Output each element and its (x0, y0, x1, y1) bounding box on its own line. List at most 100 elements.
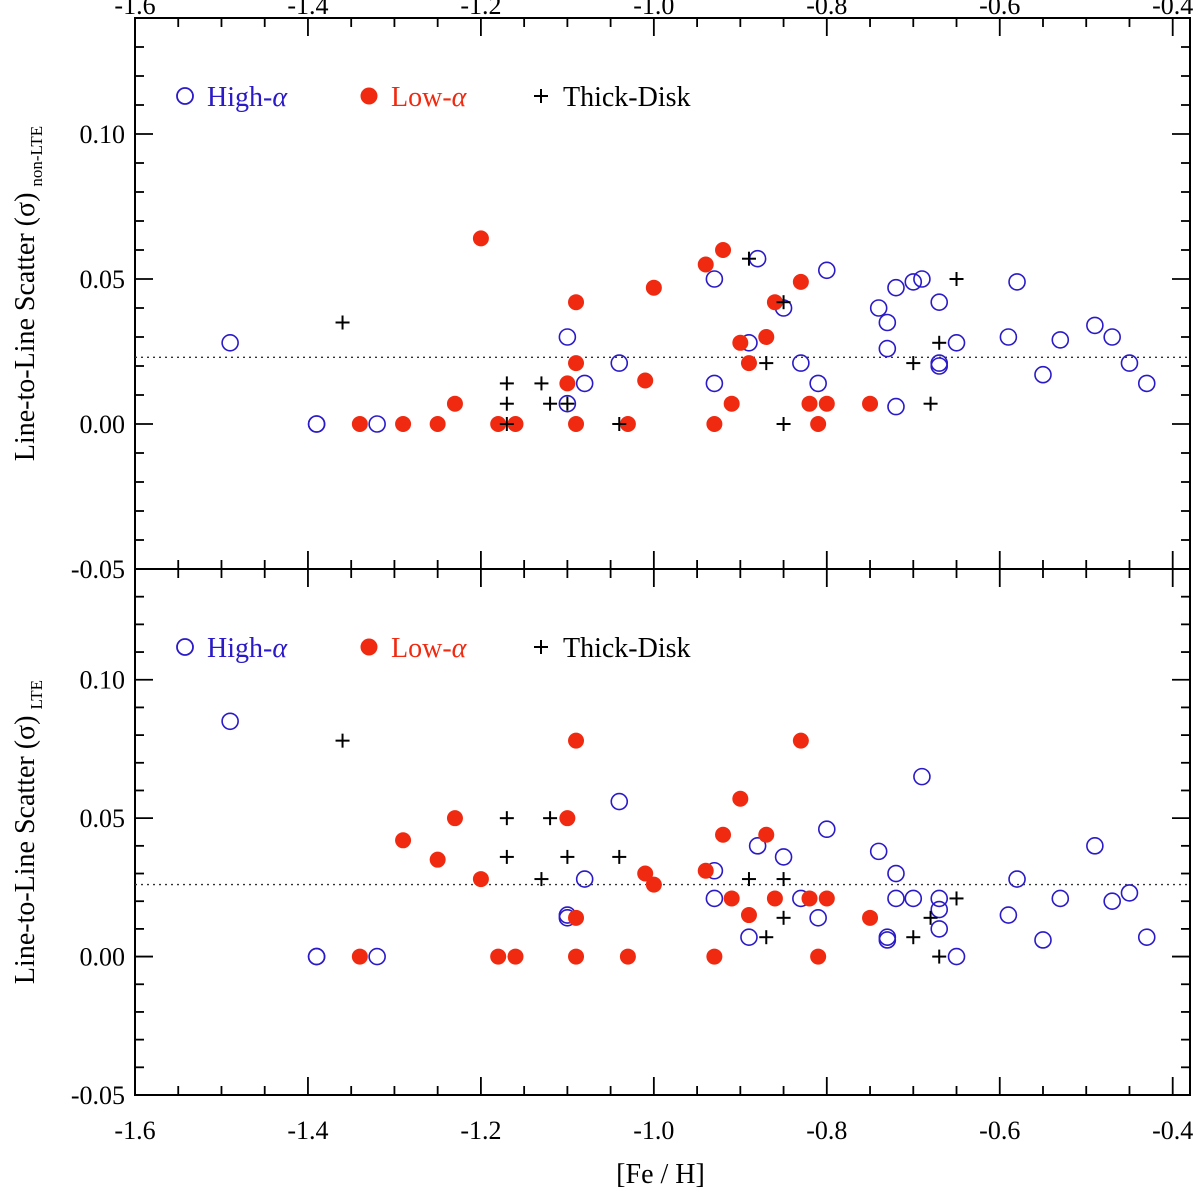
data-point-high-alpha (904, 273, 923, 291)
x-tick-label: -0.8 (806, 0, 847, 20)
data-point-low-alpha (472, 230, 489, 247)
data-point-low-alpha (732, 790, 749, 807)
data-point-high-alpha (610, 354, 629, 372)
data-point-high-alpha (558, 328, 577, 346)
data-point-low-alpha (758, 826, 775, 843)
data-point-low-alpha (568, 732, 585, 749)
data-point-thick-disk (741, 872, 756, 887)
y-tick-label: -0.05 (71, 555, 125, 584)
data-point-low-alpha (568, 355, 585, 372)
data-point-thick-disk (499, 417, 514, 431)
data-point-thick-disk (949, 891, 964, 906)
data-point-high-alpha (930, 900, 949, 919)
data-point-high-alpha (930, 920, 949, 938)
legend-label-text: High- (207, 82, 272, 113)
x-tick-label: -1.6 (114, 1116, 155, 1145)
data-point-high-alpha (774, 848, 793, 866)
data-point-thick-disk (923, 910, 938, 925)
data-point-high-alpha (221, 712, 239, 731)
data-point-low-alpha (818, 890, 835, 907)
data-point-low-alpha (446, 810, 463, 827)
x-tick-label: -1.6 (114, 0, 155, 20)
legend-label-text: Thick-Disk (563, 82, 691, 113)
data-point-thick-disk (932, 949, 947, 964)
data-point-high-alpha (748, 837, 767, 855)
data-point-low-alpha (645, 279, 662, 296)
data-point-high-alpha (792, 354, 810, 372)
y-tick-label: 0.00 (80, 943, 126, 972)
data-point-low-alpha (697, 862, 714, 879)
data-point-high-alpha (947, 947, 966, 966)
data-point-high-alpha (558, 394, 577, 413)
data-point-thick-disk (543, 396, 558, 411)
data-point-high-alpha (947, 333, 966, 352)
data-point-high-alpha (1120, 884, 1139, 902)
data-point-high-alpha (878, 339, 897, 358)
y-tick-label: 0.10 (80, 666, 126, 695)
data-point-low-alpha (801, 395, 818, 412)
data-point-high-alpha (1137, 928, 1156, 947)
data-point-low-alpha (723, 395, 740, 412)
data-point-low-alpha (568, 294, 585, 311)
data-point-thick-disk (776, 417, 791, 431)
data-point-low-alpha (801, 890, 818, 907)
data-point-low-alpha (810, 416, 827, 432)
legend-label-text: Low- (391, 82, 452, 113)
x-tick-label: -0.6 (979, 0, 1020, 20)
data-point-thick-disk (499, 811, 514, 826)
x-tick-label: -0.8 (806, 1116, 847, 1145)
data-point-thick-disk (923, 396, 938, 411)
data-point-high-alpha (869, 299, 888, 317)
data-point-low-alpha (706, 948, 723, 965)
data-point-thick-disk (949, 272, 964, 286)
data-point-thick-disk (543, 811, 558, 826)
data-point-high-alpha (1120, 354, 1139, 372)
data-point-thick-disk (759, 356, 774, 371)
data-point-high-alpha (809, 909, 827, 927)
data-point-thick-disk (335, 315, 350, 330)
y-tick-label: -0.05 (71, 1081, 125, 1110)
x-tick-label: -1.2 (460, 0, 501, 20)
data-point-low-alpha (723, 890, 740, 907)
panel-bottom: -1.6 -1.4 -1.2 -1.0 -0.8 -0.6 -0.4 -0.05 0.00 0.0… (10, 568, 1193, 1190)
y-axis-title: Line-to-Line Scatter (σ) non-LTE (10, 126, 46, 461)
data-point-low-alpha (395, 416, 412, 432)
legend-label-text: Thick-Disk (563, 633, 691, 664)
x-tick-label: -0.4 (1152, 1116, 1193, 1145)
data-point-low-alpha (862, 395, 879, 412)
x-axis-title: [Fe / H] (616, 1159, 705, 1190)
x-tick-label: -1.0 (633, 0, 674, 20)
y-axis-title-main: Line-to-Line Scatter (σ) (10, 716, 41, 985)
data-point-high-alpha (869, 842, 888, 861)
data-point-low-alpha (715, 826, 732, 843)
panel-top: -1.6 -1.4 -1.2 -1.0 -0.8 -0.6 -0.4 -0.05 0.00 0.0… (10, 0, 1193, 584)
data-point-high-alpha (368, 947, 386, 966)
y-axis-title-subscript: LTE (27, 680, 46, 710)
y-axis-title-subscript: non-LTE (27, 126, 46, 187)
data-point-low-alpha (706, 416, 723, 432)
legend-label-text: High- (207, 633, 272, 664)
data-point-thick-disk (776, 872, 791, 887)
data-point-high-alpha (1103, 328, 1121, 346)
data-point-high-alpha (887, 278, 905, 297)
data-point-low-alpha (758, 329, 775, 345)
y-tick-label: 0.05 (80, 265, 126, 294)
data-point-high-alpha (307, 947, 326, 966)
data-point-high-alpha (1086, 837, 1104, 855)
data-point-low-alpha (740, 355, 757, 372)
data-point-high-alpha (1051, 331, 1070, 349)
data-point-thick-disk (612, 849, 627, 864)
data-point-low-alpha (568, 909, 585, 926)
data-point-low-alpha (490, 948, 507, 965)
data-point-high-alpha (307, 415, 326, 433)
data-point-high-alpha (1086, 316, 1104, 335)
x-tick-label: -1.4 (287, 0, 328, 20)
data-point-low-alpha (472, 871, 489, 888)
data-point-low-alpha (637, 865, 654, 882)
data-point-low-alpha (559, 375, 576, 392)
data-point-high-alpha (887, 397, 905, 416)
legend-marker-low-alpha (360, 638, 378, 656)
legend-label-text: Low- (391, 633, 452, 664)
data-point-thick-disk (612, 417, 627, 431)
data-point-high-alpha (999, 328, 1018, 346)
